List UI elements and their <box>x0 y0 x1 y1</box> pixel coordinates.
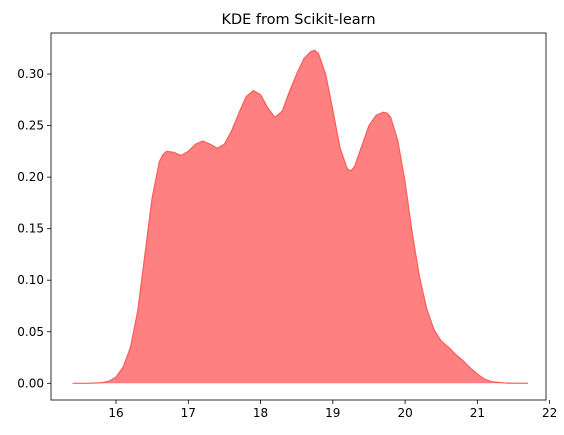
x-tick-label: 22 <box>542 406 557 420</box>
y-tick-label: 0.25 <box>17 119 44 133</box>
kde-outline <box>72 49 528 384</box>
x-tick-label: 21 <box>470 406 485 420</box>
x-axis: 16 17 18 19 20 21 22 <box>108 400 557 420</box>
data-layer <box>72 49 528 384</box>
plot-frame <box>50 32 547 401</box>
x-tick-label: 19 <box>325 406 340 420</box>
kde-fill-area <box>72 50 528 384</box>
x-tick-label: 20 <box>397 406 412 420</box>
y-tick-label: 0.05 <box>17 325 44 339</box>
chart-title: KDE from Scikit-learn <box>221 12 375 28</box>
y-tick-label: 0.30 <box>17 67 44 81</box>
x-tick-label: 18 <box>253 406 268 420</box>
y-tick-label: 0.20 <box>17 170 44 184</box>
y-tick-label: 0.15 <box>17 222 44 236</box>
x-tick-label: 17 <box>181 406 196 420</box>
x-tick-label: 16 <box>108 406 123 420</box>
y-axis: 0.00 0.05 0.10 0.15 0.20 0.25 0.30 <box>17 67 51 390</box>
y-tick-label: 0.00 <box>17 376 44 390</box>
y-tick-label: 0.10 <box>17 273 44 287</box>
